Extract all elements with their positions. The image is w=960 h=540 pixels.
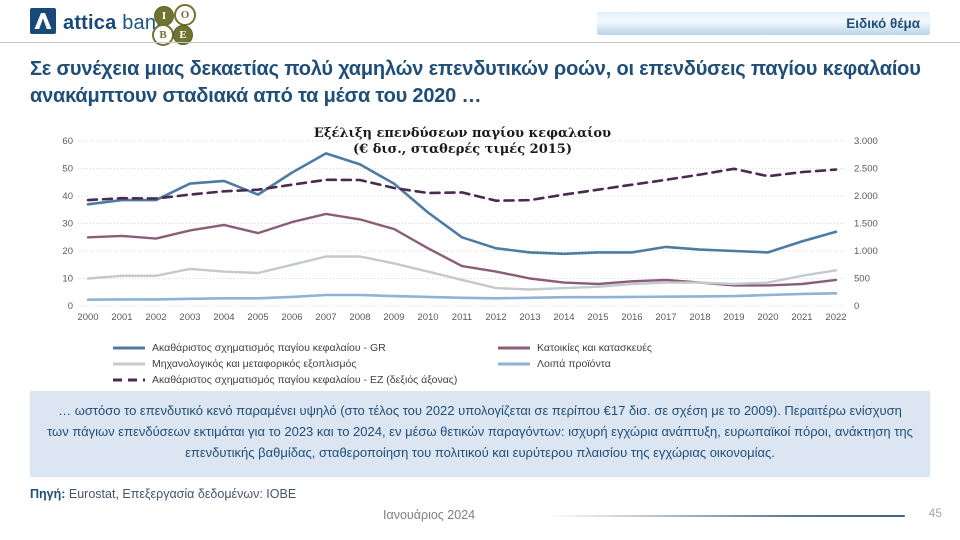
chart-legend-column-right: Κατοικίες και κατασκευές Λοιπά προϊόντα <box>497 341 652 370</box>
right-axis-tick: 500 <box>854 274 870 285</box>
left-axis-tick: 40 <box>62 191 73 202</box>
x-axis-tick: 2012 <box>485 312 506 323</box>
iobe-logo: I O B E <box>152 4 198 46</box>
x-axis-tick: 2003 <box>179 312 200 323</box>
legend-marker <box>113 362 145 365</box>
legend-marker <box>113 378 145 381</box>
x-axis-tick: 2021 <box>791 312 812 323</box>
chart-title: Εξέλιξη επενδύσεων παγίου κεφαλαίου (€ δ… <box>90 126 835 159</box>
attica-bank-logo: attica bank <box>30 8 166 39</box>
left-axis-tick: 30 <box>62 219 73 230</box>
legend-marker <box>498 362 530 365</box>
series-line-3 <box>86 292 838 301</box>
chart-title-line1: Εξέλιξη επενδύσεων παγίου κεφαλαίου <box>313 126 612 141</box>
left-axis-tick: 10 <box>62 274 73 285</box>
special-topic-badge: Ειδικό θέμα <box>597 12 930 35</box>
series-line-0 <box>86 152 838 256</box>
right-axis-tick: 1.000 <box>854 246 878 257</box>
x-axis-tick: 2006 <box>281 312 302 323</box>
legend-label: Ακαθάριστος σχηματισμός παγίου κεφαλαίου… <box>152 373 458 386</box>
legend-marker <box>498 346 530 349</box>
series-line-4 <box>86 167 838 202</box>
attica-wordmark-bold: attica <box>63 12 117 34</box>
right-axis-tick: 2.500 <box>854 164 878 175</box>
legend-label: Μηχανολογικός και μεταφορικός εξοπλισμός <box>152 357 357 370</box>
x-axis-tick: 2001 <box>111 312 132 323</box>
x-axis-tick: 2022 <box>825 312 846 323</box>
commentary-box: … ωστόσο το επενδυτικό κενό παραμένει υψ… <box>30 391 930 477</box>
x-axis-tick: 2018 <box>689 312 710 323</box>
attica-wordmark: attica bank <box>63 12 166 35</box>
x-axis-tick: 2020 <box>757 312 778 323</box>
left-axis-tick: 50 <box>62 164 73 175</box>
legend-label: Ακαθάριστος σχηματισμός παγίου κεφαλαίου… <box>152 341 386 354</box>
footer-divider-line <box>545 515 905 517</box>
footer-date: Ιανουάριος 2024 <box>383 508 476 522</box>
x-axis-tick: 2014 <box>553 312 574 323</box>
left-axis-tick: 0 <box>68 301 73 312</box>
x-axis-tick: 2007 <box>315 312 336 323</box>
source-label: Πηγή: <box>30 487 66 501</box>
right-axis-tick: 2.000 <box>854 191 878 202</box>
series-line-2 <box>86 255 838 291</box>
x-axis-tick: 2005 <box>247 312 268 323</box>
x-axis-tick: 2010 <box>417 312 438 323</box>
x-axis-tick: 2002 <box>145 312 166 323</box>
legend-item: Κατοικίες και κατασκευές <box>497 341 652 354</box>
right-axis-tick: 0 <box>854 301 859 312</box>
legend-item: Λοιπά προϊόντα <box>497 357 652 370</box>
chart-title-line2: (€ δισ., σταθερές τιμές 2015) <box>353 142 572 158</box>
x-axis-tick: 2016 <box>621 312 642 323</box>
x-axis-tick: 2008 <box>349 312 370 323</box>
right-axis-tick: 1.500 <box>854 219 878 230</box>
left-axis-tick: 60 <box>62 136 73 147</box>
x-axis-tick: 2004 <box>213 312 234 323</box>
left-axis-tick: 20 <box>62 246 73 257</box>
chart-legend-column-left: Ακαθάριστος σχηματισμός παγίου κεφαλαίου… <box>112 341 457 386</box>
x-axis-tick: 2000 <box>77 312 98 323</box>
legend-item: Μηχανολογικός και μεταφορικός εξοπλισμός <box>112 357 457 370</box>
source-note: Πηγή: Eurostat, Επεξεργασία δεδομένων: Ι… <box>30 487 296 501</box>
x-axis-tick: 2009 <box>383 312 404 323</box>
legend-marker <box>113 346 145 349</box>
x-axis-tick: 2017 <box>655 312 676 323</box>
legend-label: Κατοικίες και κατασκευές <box>537 341 652 354</box>
source-text: Eurostat, Επεξεργασία δεδομένων: ΙΟΒΕ <box>65 487 297 501</box>
slide-title: Σε συνέχεια μιας δεκαετίας πολύ χαμηλών … <box>30 58 921 107</box>
page-number: 45 <box>928 506 942 520</box>
x-axis-tick: 2019 <box>723 312 744 323</box>
right-axis-tick: 3.000 <box>854 136 878 147</box>
line-chart-canvas: 0 0 10 500 20 1.000 30 1.500 40 2.000 50 2.500 60 3.0… <box>62 136 878 323</box>
header-divider <box>0 42 960 43</box>
legend-label: Λοιπά προϊόντα <box>537 357 611 370</box>
attica-logo-icon <box>30 8 56 39</box>
iobe-circle-i: I <box>154 6 174 26</box>
legend-item: Ακαθάριστος σχηματισμός παγίου κεφαλαίου… <box>112 341 457 354</box>
x-axis-tick: 2011 <box>452 312 472 323</box>
x-axis-tick: 2015 <box>587 312 608 323</box>
iobe-circle-e: E <box>173 25 193 45</box>
legend-item: Ακαθάριστος σχηματισμός παγίου κεφαλαίου… <box>112 373 457 386</box>
x-axis-tick: 2013 <box>519 312 540 323</box>
iobe-circle-o: O <box>174 4 196 26</box>
